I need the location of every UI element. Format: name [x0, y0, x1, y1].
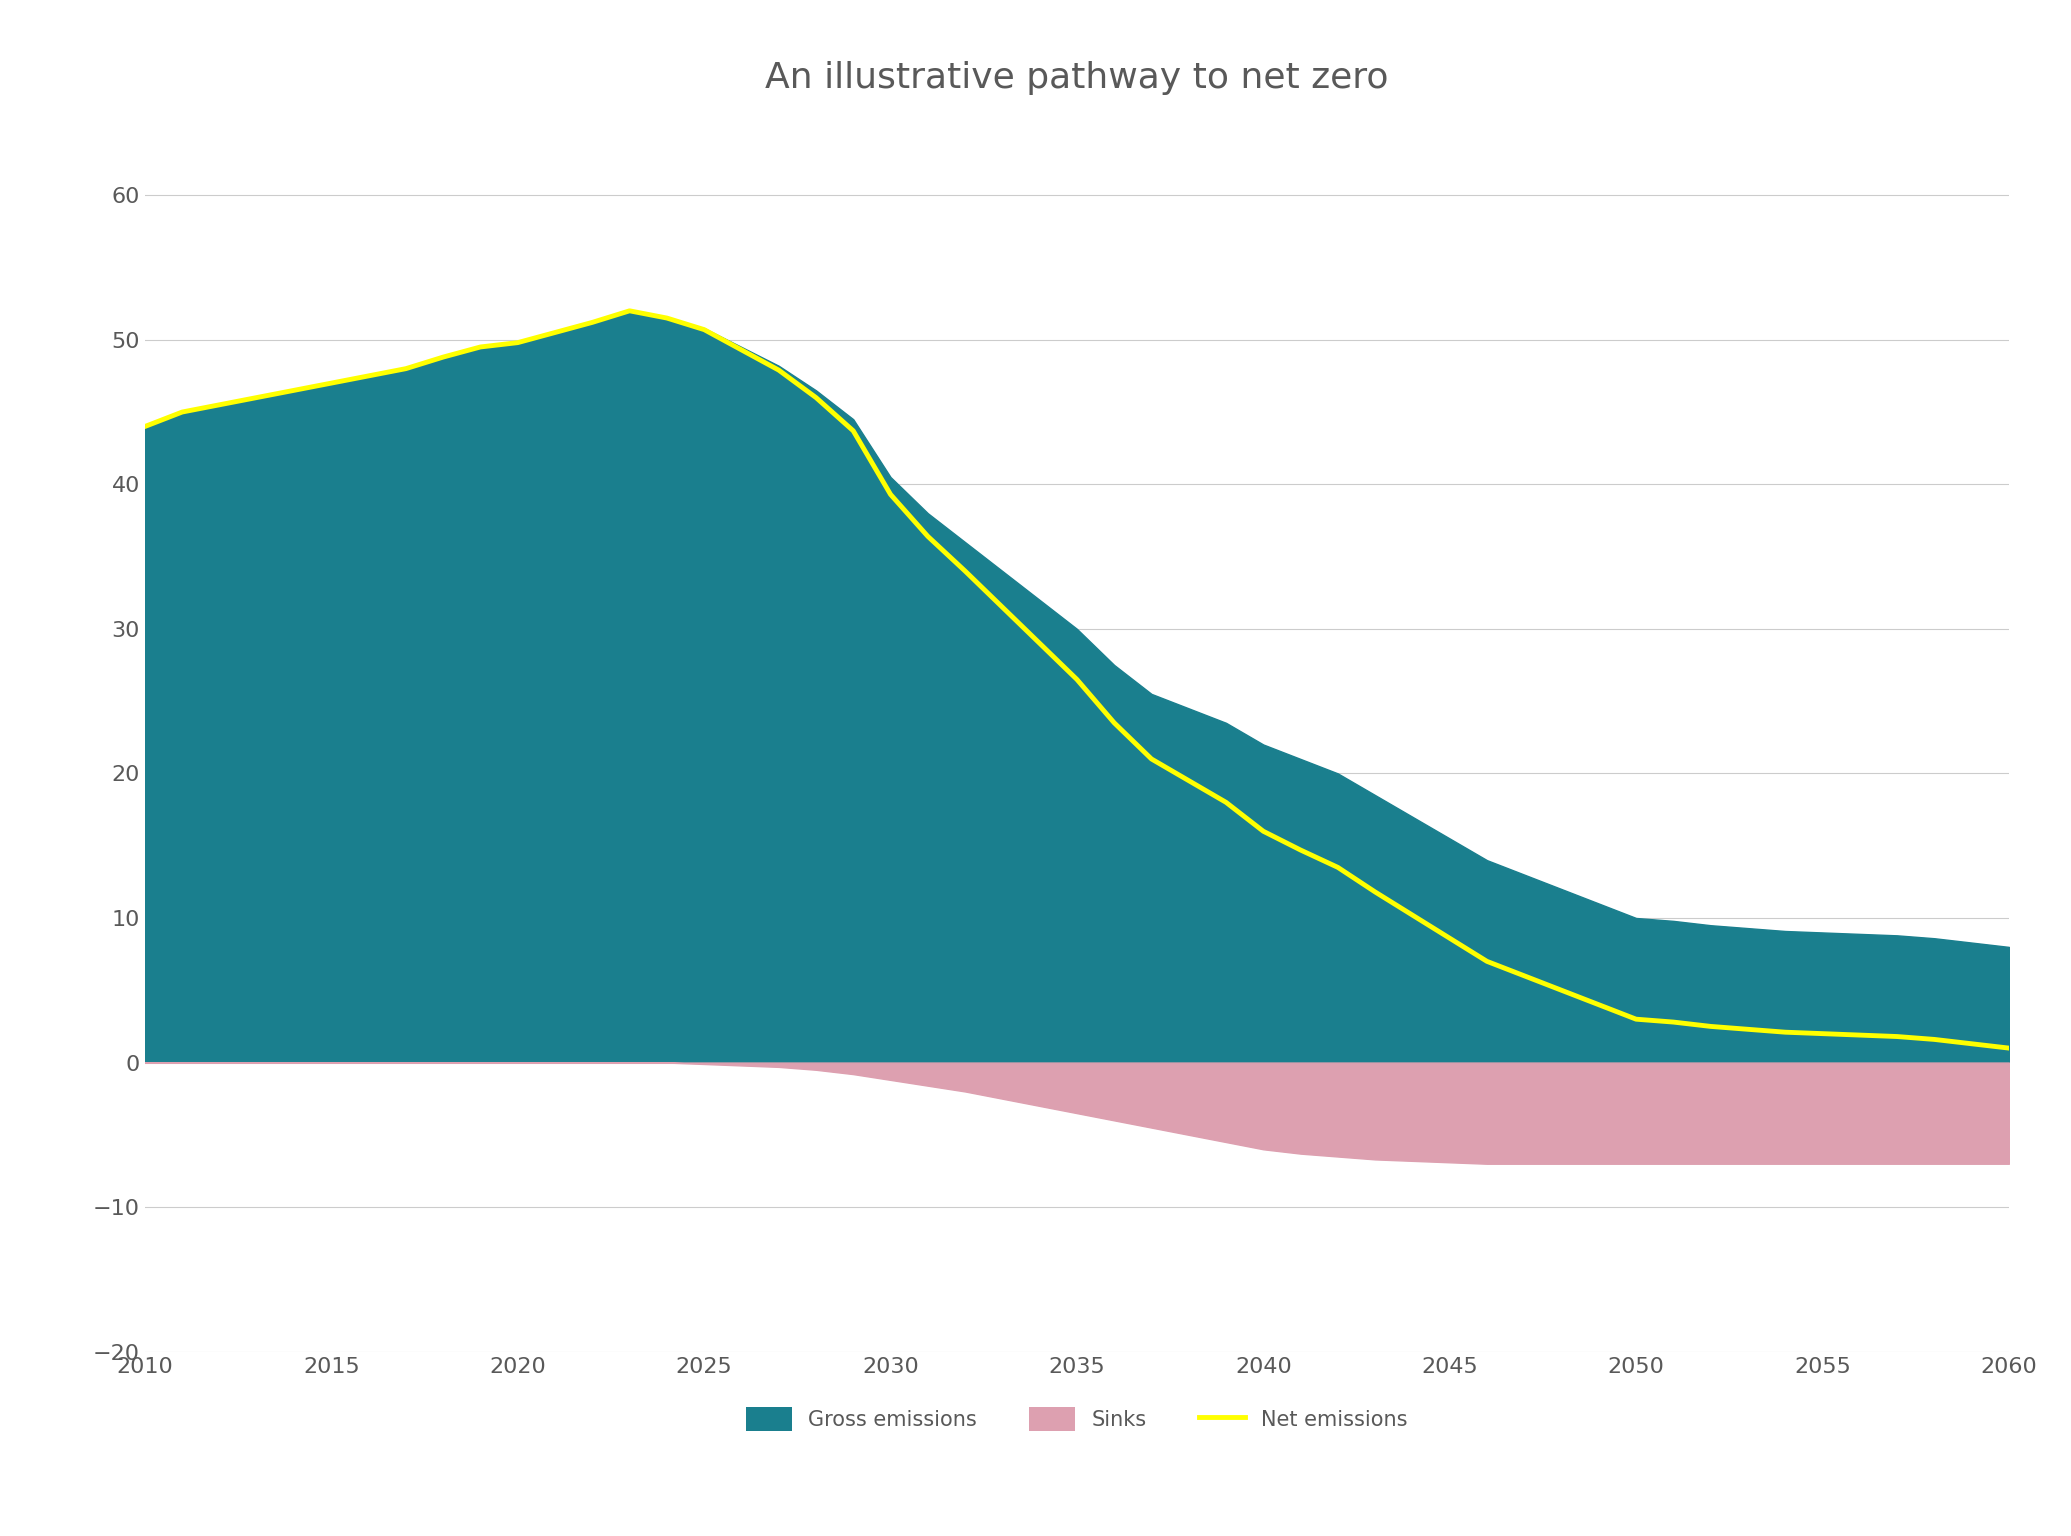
Legend: Gross emissions, Sinks, Net emissions: Gross emissions, Sinks, Net emissions: [737, 1399, 1417, 1439]
Title: An illustrative pathway to net zero: An illustrative pathway to net zero: [764, 61, 1390, 95]
